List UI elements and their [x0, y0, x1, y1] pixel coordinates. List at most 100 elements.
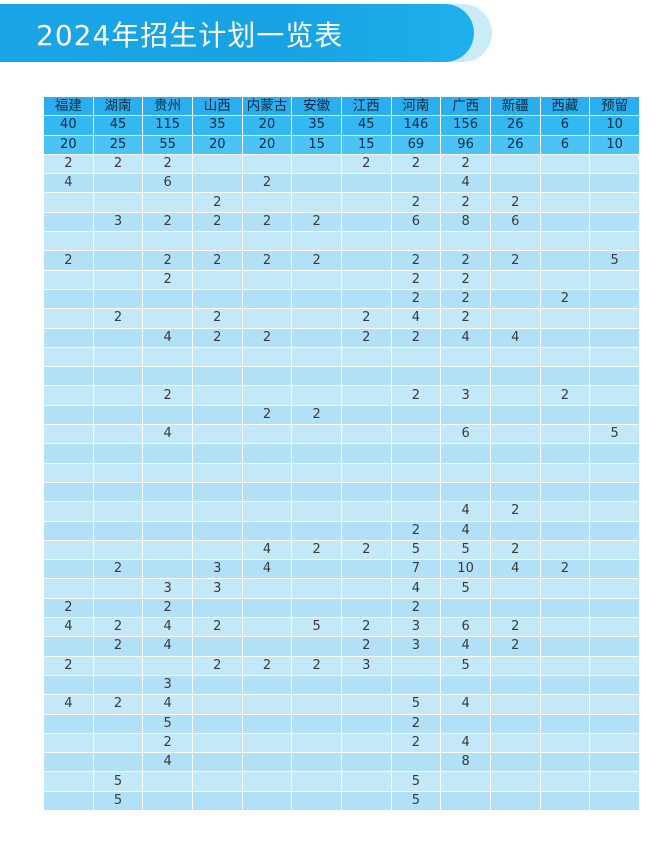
table-cell: 4: [390, 308, 442, 329]
table-cell: [340, 404, 392, 426]
table-cell: [589, 481, 640, 503]
table-cell: [191, 173, 243, 194]
table-cell: 6: [390, 211, 442, 233]
table-cell: 96: [440, 134, 491, 155]
table-cell: [340, 752, 392, 773]
table-cell: 5: [390, 694, 442, 715]
table-cell: [291, 424, 342, 445]
table-cell: 2: [191, 308, 243, 329]
table-cell: [589, 655, 640, 676]
table-cell: [489, 597, 541, 619]
table-cell: [340, 443, 392, 464]
table-cell: 2: [390, 250, 442, 271]
table-cell: [291, 559, 342, 580]
table-row: [43, 462, 640, 483]
table-cell: 2: [92, 559, 144, 580]
table-cell: 2: [489, 192, 541, 213]
table-cell: 2: [43, 597, 94, 619]
table-cell: 3: [340, 655, 392, 676]
table-cell: [191, 732, 243, 754]
table-cell: [291, 520, 342, 541]
table-cell: [589, 346, 640, 368]
table-cell: [340, 269, 392, 290]
table-cell: [142, 501, 193, 522]
table-cell: [539, 752, 591, 773]
table-cell: [43, 308, 94, 329]
table-cell: [539, 153, 591, 175]
table-cell: 45: [92, 115, 144, 136]
table-cell: [92, 250, 144, 271]
table-cell: 4: [43, 694, 94, 715]
table-cell: 10: [589, 115, 640, 136]
table-cell: [92, 752, 144, 773]
table-cell: [142, 366, 193, 387]
table-cell: 2: [390, 732, 442, 754]
table-cell: 2: [489, 501, 541, 522]
table-cell: 6: [142, 173, 193, 194]
table-cell: [340, 732, 392, 754]
table-cell: [489, 366, 541, 387]
table-cell: [142, 655, 193, 676]
table-cell: 2: [241, 655, 293, 676]
table-cell: [340, 501, 392, 522]
table-row: 4 6 5: [43, 424, 640, 445]
table-cell: [142, 559, 193, 580]
table-cell: [43, 578, 94, 599]
table-cell: [291, 752, 342, 773]
table-cell: [191, 752, 243, 773]
table-cell: [340, 481, 392, 503]
table-cell: [191, 713, 243, 734]
table-cell: 3: [440, 385, 491, 406]
table-cell: [43, 520, 94, 541]
table-cell: [191, 597, 243, 619]
table-cell: [241, 288, 293, 310]
table-cell: [291, 732, 342, 754]
table-cell: 2: [340, 636, 392, 657]
table-cell: [489, 694, 541, 715]
table-cell: [291, 327, 342, 348]
table-cell: [43, 713, 94, 734]
table-cell: [440, 231, 491, 252]
table-cell: 2: [241, 250, 293, 271]
table-cell: [489, 578, 541, 599]
table-cell: [191, 231, 243, 252]
table-cell: [539, 308, 591, 329]
table-cell: 新疆: [489, 95, 541, 117]
table-cell: [340, 771, 392, 792]
table-cell: 7: [390, 559, 442, 580]
table-cell: 4: [440, 173, 491, 194]
table-row: [43, 481, 640, 503]
table-cell: [92, 539, 144, 561]
table-cell: [142, 443, 193, 464]
table-cell: [291, 231, 342, 252]
table-cell: [241, 674, 293, 696]
table-cell: [43, 443, 94, 464]
table-cell: [589, 173, 640, 194]
table-cell: [489, 173, 541, 194]
table-cell: 4: [142, 327, 193, 348]
table-cell: 20: [241, 115, 293, 136]
table-cell: 2: [43, 250, 94, 271]
table-cell: [43, 539, 94, 561]
table-cell: [241, 617, 293, 638]
table-cell: [92, 520, 144, 541]
table-cell: [440, 481, 491, 503]
table-cell: [291, 385, 342, 406]
table-cell: 35: [191, 115, 243, 136]
table-cell: [191, 443, 243, 464]
table-cell: 2: [440, 153, 491, 175]
table-cell: 3: [390, 636, 442, 657]
table-cell: [589, 713, 640, 734]
table-cell: [43, 636, 94, 657]
table-cell: [241, 153, 293, 175]
table-cell: 福建: [43, 95, 94, 117]
table-cell: 预留: [589, 95, 640, 117]
table-cell: [92, 366, 144, 387]
table-cell: [589, 790, 640, 811]
